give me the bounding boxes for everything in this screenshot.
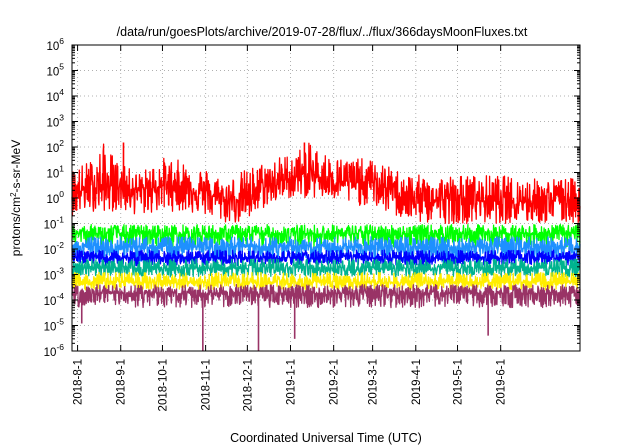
flux-series-2 xyxy=(71,236,581,263)
y-tick-label: 105 xyxy=(46,62,64,79)
x-tick-label: 2018-8-1 xyxy=(73,359,85,405)
y-tick-label: 10-5 xyxy=(44,317,65,334)
y-tick-label: 103 xyxy=(46,113,64,130)
y-tick-label: 10-4 xyxy=(44,291,65,308)
flux-series-6 xyxy=(71,283,581,309)
y-axis-label-rest: -s-sr-MeV xyxy=(9,140,23,193)
y-tick-label: 10-3 xyxy=(44,266,65,283)
x-tick-label: 2019-4-1 xyxy=(411,359,423,405)
x-tick-label: 2019-1-1 xyxy=(286,359,298,405)
flux-series-1 xyxy=(71,224,581,248)
y-axis-label-base: protons/cm xyxy=(9,197,23,256)
y-tick-label: 104 xyxy=(46,87,64,104)
y-tick-label: 101 xyxy=(46,164,64,181)
y-tick-label: 106 xyxy=(46,36,64,53)
x-tick-label: 2019-5-1 xyxy=(453,359,465,405)
x-tick-label: 2019-6-1 xyxy=(496,359,508,405)
y-tick-label: 10-6 xyxy=(44,342,65,359)
y-axis-label-sup: 2 xyxy=(9,192,18,197)
axes: 10-6 10-5 10-4 10-3 10-2 10-1 100 101 102 103 104 1… xyxy=(44,36,580,411)
x-tick-label: 2018-12-1 xyxy=(242,359,254,411)
x-tick-label: 2018-11-1 xyxy=(201,359,213,411)
flux-series-4 xyxy=(71,258,581,278)
x-axis-label: Coordinated Universal Time (UTC) xyxy=(230,431,422,445)
chart-title: /data/run/goesPlots/archive/2019-07-28/f… xyxy=(117,25,528,39)
plot-area xyxy=(71,142,581,351)
flux-series-3 xyxy=(71,249,581,267)
y-tick-label: 10-2 xyxy=(44,240,65,257)
x-tick-label: 2019-3-1 xyxy=(368,359,380,405)
x-tick-label: 2019-2-1 xyxy=(329,359,341,405)
y-axis-label: protons/cm2-s-sr-MeV xyxy=(9,140,24,256)
y-tick-label: 100 xyxy=(46,189,64,206)
flux-series-5 xyxy=(71,271,581,291)
y-tick-label: 10-1 xyxy=(44,215,65,232)
x-tick-label: 2018-9-1 xyxy=(116,359,128,405)
y-tick-label: 102 xyxy=(46,138,64,155)
flux-series-0 xyxy=(71,142,581,225)
x-tick-label: 2018-10-1 xyxy=(157,359,169,411)
